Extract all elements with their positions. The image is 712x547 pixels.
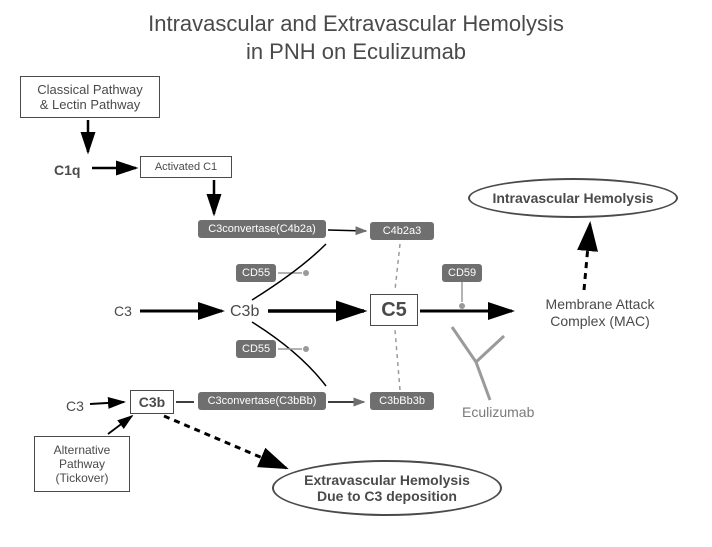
c4b2a3-pill: C4b2a3 (370, 222, 434, 240)
c3-bottom-label: C3 (66, 398, 84, 414)
activated-c1-box: Activated C1 (140, 156, 232, 178)
eculizumab-label: Eculizumab (462, 404, 534, 420)
c3convertase-top-pill: C3convertase(C4b2a) (198, 220, 326, 238)
cd55-top-pill: CD55 (236, 264, 276, 282)
title-line2: in PNH on Eculizumab (246, 39, 466, 64)
c3b-bottom-box: C3b (130, 390, 174, 414)
cd55-bottom-pill: CD55 (236, 340, 276, 358)
c3convertase-bottom-pill: C3convertase(C3bBb) (198, 392, 326, 410)
cd59-pill: CD59 (442, 264, 482, 282)
c5-box: C5 (370, 294, 418, 326)
c3b-top-label: C3b (230, 303, 259, 321)
title-line1: Intravascular and Extravascular Hemolysi… (148, 11, 564, 36)
mac-label: Membrane Attack Complex (MAC) (520, 296, 680, 330)
c1q-label: C1q (54, 162, 80, 178)
alternative-pathway-box: Alternative Pathway (Tickover) (34, 436, 130, 492)
diagram-title: Intravascular and Extravascular Hemolysi… (0, 10, 712, 65)
classical-pathway-box: Classical Pathway & Lectin Pathway (20, 76, 160, 118)
c3-top-label: C3 (114, 303, 132, 319)
intravascular-ellipse: Intravascular Hemolysis (468, 178, 678, 218)
classical-pathway-label: Classical Pathway & Lectin Pathway (37, 82, 143, 112)
extravascular-ellipse: Extravascular Hemolysis Due to C3 deposi… (272, 460, 502, 516)
c3bbb3b-pill: C3bBb3b (370, 392, 434, 410)
